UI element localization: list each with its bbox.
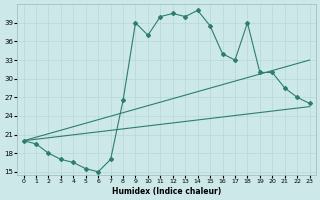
X-axis label: Humidex (Indice chaleur): Humidex (Indice chaleur) — [112, 187, 221, 196]
